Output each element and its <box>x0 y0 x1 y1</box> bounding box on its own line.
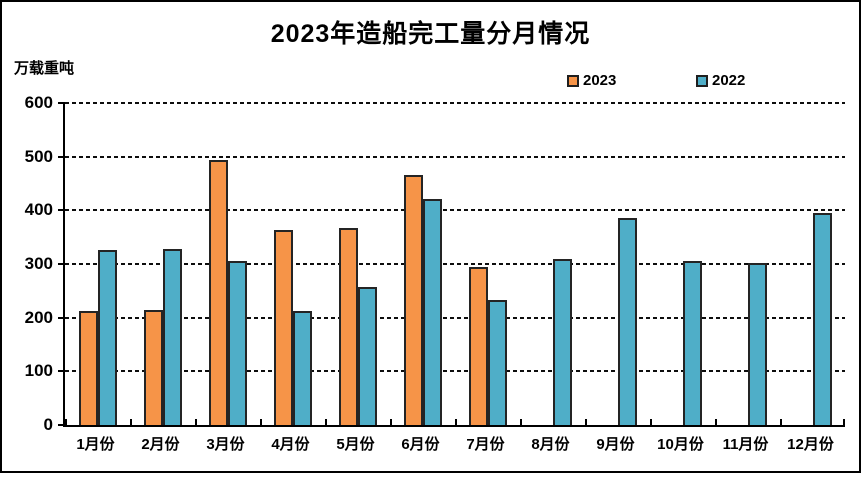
x-category-label-10: 10月份 <box>657 436 704 453</box>
bar-2023-6月份 <box>403 175 423 425</box>
y-tick-label-500: 500 <box>24 146 53 166</box>
x-category-label-4: 4月份 <box>271 436 310 453</box>
x-category-label-2: 2月份 <box>141 436 180 453</box>
x-axis-tick-7 <box>520 419 522 425</box>
x-axis-tick-8 <box>585 419 587 425</box>
x-axis-tick-3 <box>260 419 262 425</box>
x-axis-tick-11 <box>780 419 782 425</box>
legend-label-2022: 2022 <box>712 72 746 89</box>
gridline-400 <box>65 209 845 212</box>
bar-2022-11月份 <box>747 263 767 425</box>
x-axis-tick-6 <box>455 419 457 425</box>
x-category-label-1: 1月份 <box>76 436 115 453</box>
bar-2023-2月份 <box>143 310 163 425</box>
bar-2023-1月份 <box>78 311 98 425</box>
legend-label-2023: 2023 <box>583 72 617 89</box>
bar-2022-9月份 <box>617 218 637 425</box>
bar-2022-2月份 <box>162 249 182 425</box>
legend-swatch-2023-icon <box>567 75 579 87</box>
x-axis-tick-4 <box>325 419 327 425</box>
x-category-label-8: 8月份 <box>531 436 570 453</box>
y-axis-unit-label: 万载重吨 <box>14 60 75 77</box>
bar-2023-7月份 <box>468 267 488 425</box>
bar-2022-1月份 <box>97 250 117 425</box>
x-axis-tick-9 <box>650 419 652 425</box>
x-category-label-7: 7月份 <box>466 436 505 453</box>
x-category-label-11: 11月份 <box>722 436 769 453</box>
x-category-label-12: 12月份 <box>787 436 834 453</box>
gridline-200 <box>65 316 845 319</box>
bar-2022-12月份 <box>812 213 832 425</box>
x-category-label-6: 6月份 <box>401 436 440 453</box>
y-axis-tick-400 <box>58 209 65 212</box>
bar-2023-4月份 <box>273 230 293 425</box>
x-category-label-5: 5月份 <box>336 436 375 453</box>
y-tick-label-100: 100 <box>24 361 53 381</box>
gridline-300 <box>65 263 845 265</box>
legend-item-2022: 2022 <box>696 73 745 89</box>
bar-2023-3月份 <box>208 160 228 425</box>
bar-2022-7月份 <box>487 300 507 425</box>
bar-2022-8月份 <box>552 259 572 425</box>
x-category-label-9: 9月份 <box>596 436 635 453</box>
y-axis-tick-500 <box>58 155 65 158</box>
x-axis-tick-0 <box>65 419 67 425</box>
y-tick-label-300: 300 <box>24 254 53 273</box>
y-tick-label-0: 0 <box>43 415 53 434</box>
legend-swatch-2022-icon <box>696 75 708 87</box>
bar-2022-5月份 <box>357 287 377 425</box>
y-tick-label-600: 600 <box>24 93 53 112</box>
bar-2023-5月份 <box>338 228 358 425</box>
bar-2022-3月份 <box>227 261 247 425</box>
y-tick-label-200: 200 <box>24 307 53 327</box>
legend-item-2023: 2023 <box>567 73 616 89</box>
gridline-500 <box>65 155 845 158</box>
gridline-600 <box>65 102 845 104</box>
y-axis-tick-0 <box>58 424 65 426</box>
bar-2022-6月份 <box>422 199 442 425</box>
x-axis-tick-2 <box>195 419 197 425</box>
y-axis-tick-600 <box>58 102 65 104</box>
y-tick-label-400: 400 <box>24 200 53 220</box>
y-axis-tick-100 <box>58 370 65 373</box>
chart-title: 2023年造船完工量分月情况 <box>270 20 591 48</box>
x-axis-tick-10 <box>715 419 717 425</box>
plot-area <box>58 102 845 427</box>
x-category-label-3: 3月份 <box>206 436 245 453</box>
bar-2022-10月份 <box>682 261 702 425</box>
y-axis-tick-300 <box>58 263 65 265</box>
gridline-100 <box>65 370 845 373</box>
bar-2022-4月份 <box>292 311 312 425</box>
y-axis-tick-200 <box>58 316 65 319</box>
x-axis-tick-1 <box>130 419 132 425</box>
x-axis-tick-12 <box>843 419 845 425</box>
x-axis-tick-5 <box>390 419 392 425</box>
